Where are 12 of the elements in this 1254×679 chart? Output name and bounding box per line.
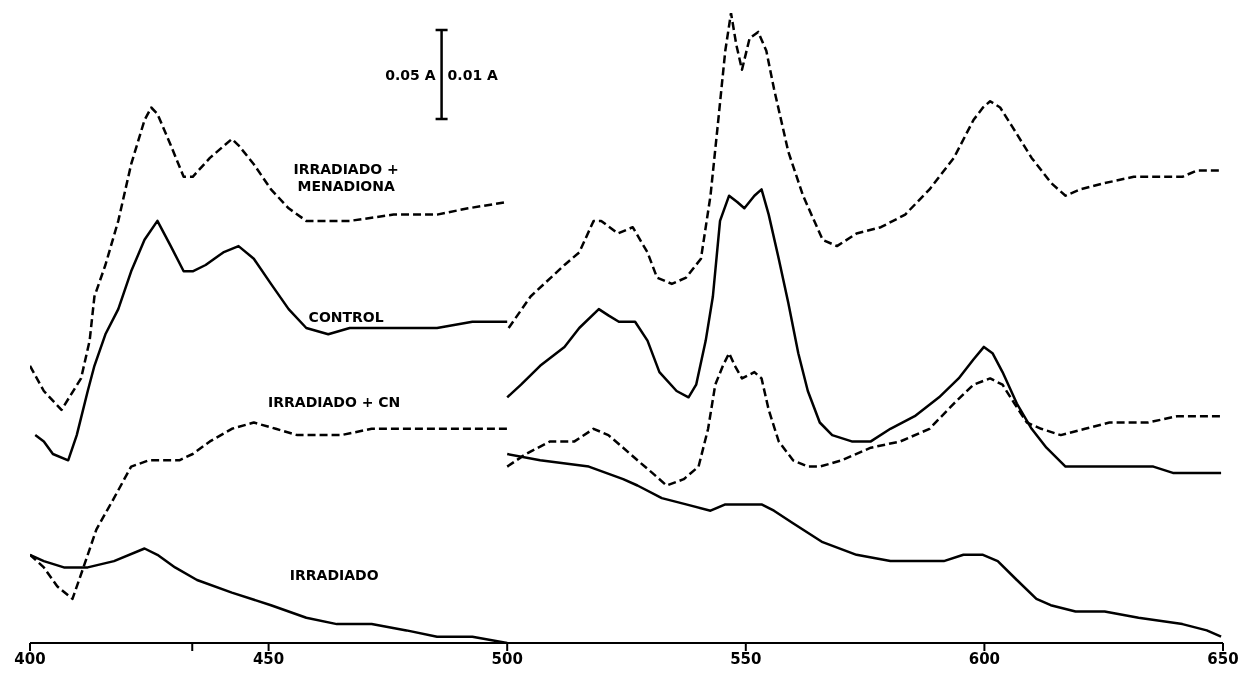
x-tick-label: 550: [730, 649, 762, 668]
annotation: 0.05 A: [385, 66, 436, 83]
series-label: IRRADIADO: [289, 567, 379, 583]
series-label: CONTROL: [308, 308, 384, 325]
x-tick-label: 600: [968, 649, 1001, 668]
x-tick-label: 450: [252, 649, 285, 668]
x-tick-label: 400: [14, 649, 46, 668]
series-label: IRRADIADO + MENADIONA: [293, 160, 399, 194]
annotation: 0.01 A: [447, 66, 498, 83]
x-tick-label: 500: [491, 649, 523, 668]
x-tick-label: 650: [1207, 649, 1239, 668]
series-label: IRRADIADO + CN: [268, 393, 401, 410]
